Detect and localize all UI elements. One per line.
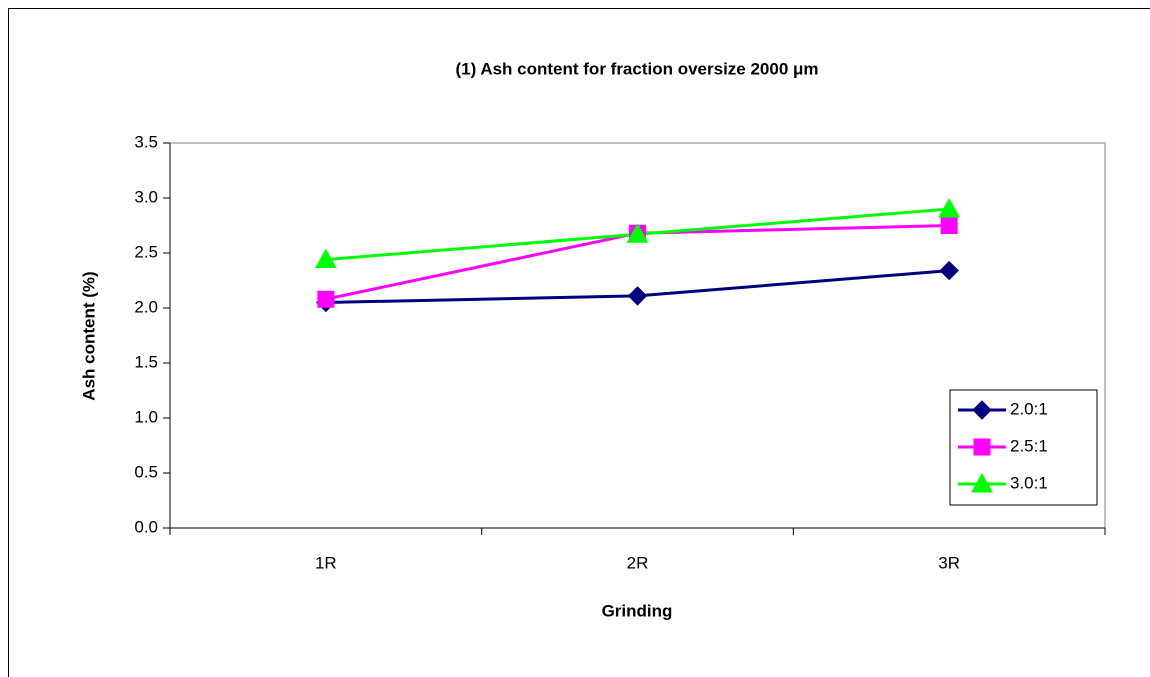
x-tick-label: 1R — [315, 553, 337, 572]
square-marker — [317, 290, 335, 308]
triangle-marker — [938, 197, 961, 218]
legend-label: 2.5:1 — [1010, 436, 1048, 455]
x-tick-label: 3R — [938, 553, 960, 572]
x-tick-label: 2R — [627, 553, 649, 572]
y-tick-label: 2.0 — [134, 297, 158, 316]
diamond-marker — [939, 260, 959, 281]
square-marker — [973, 438, 991, 456]
y-tick-label: 2.5 — [134, 242, 158, 261]
chart-title: (1) Ash content for fraction oversize 20… — [455, 59, 818, 78]
x-axis-label: Grinding — [602, 601, 673, 620]
y-tick-label: 1.0 — [134, 407, 158, 426]
legend-label: 2.0:1 — [1010, 399, 1048, 418]
diamond-marker — [627, 286, 648, 306]
y-axis-label: Ash content (%) — [79, 271, 98, 400]
y-tick-label: 3.0 — [134, 187, 158, 206]
triangle-marker — [971, 472, 993, 493]
chart-frame — [8, 8, 1150, 677]
y-tick-label: 1.5 — [134, 352, 158, 371]
y-tick-label: 0.5 — [134, 462, 158, 481]
triangle-marker — [626, 223, 649, 243]
y-tick-label: 3.5 — [134, 132, 158, 151]
square-marker — [940, 217, 958, 234]
y-tick-label: 0.0 — [134, 517, 158, 536]
diamond-marker — [972, 400, 992, 420]
triangle-marker — [314, 248, 337, 269]
legend-label: 3.0:1 — [1010, 473, 1048, 492]
